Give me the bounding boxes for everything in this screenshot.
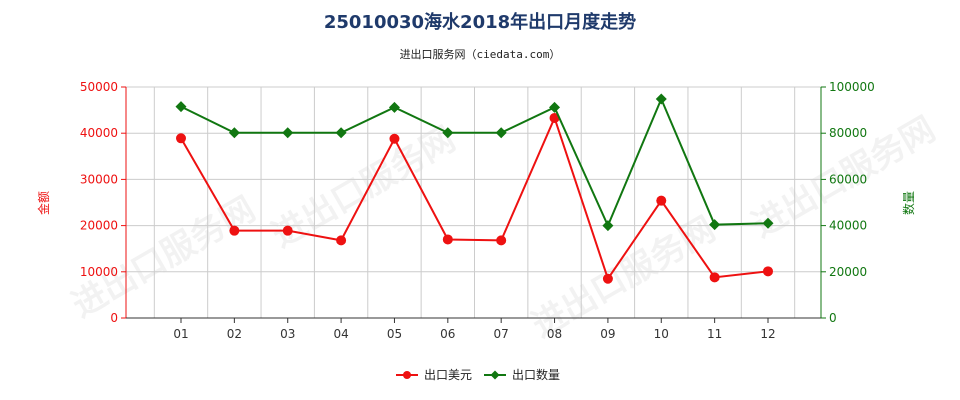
- x-tick-label: 01: [173, 327, 188, 341]
- data-point-amount: [282, 225, 293, 236]
- data-point-quantity: [709, 219, 721, 231]
- chart-subtitle: 进出口服务网（ciedata.com）: [399, 48, 561, 61]
- data-point-quantity: [442, 127, 454, 139]
- data-point-quantity: [282, 127, 294, 139]
- y-right-tick-label: 80000: [829, 126, 867, 140]
- data-point-quantity: [228, 127, 240, 139]
- y-left-tick-label: 30000: [80, 172, 118, 186]
- y-left-tick-label: 20000: [80, 219, 118, 233]
- series-line-amount: [180, 115, 769, 281]
- data-point-quantity: [655, 93, 667, 105]
- data-point-quantity: [602, 220, 614, 232]
- data-point-amount: [709, 272, 720, 283]
- x-tick-label: 06: [440, 327, 455, 341]
- x-tick-label: 03: [280, 327, 295, 341]
- data-point-quantity: [335, 127, 347, 139]
- legend-marker-diamond: [490, 370, 500, 380]
- data-point-quantity: [549, 101, 561, 113]
- chart-title: 25010030海水2018年出口月度走势: [323, 12, 637, 33]
- data-point-amount: [229, 225, 240, 236]
- legend-marker-circle: [403, 371, 411, 379]
- data-point-amount: [656, 195, 667, 206]
- x-tick-label: 02: [227, 327, 242, 341]
- y-left-tick-label: 50000: [80, 80, 118, 94]
- data-point-amount: [763, 266, 773, 277]
- x-tick-label: 10: [654, 327, 669, 341]
- data-point-amount: [496, 235, 507, 246]
- y-left-tick-label: 10000: [80, 265, 118, 279]
- y-right-tick-label: 0: [829, 311, 837, 325]
- data-point-amount: [549, 112, 560, 123]
- y-right-tick-label: 20000: [829, 265, 867, 279]
- y-right-axis-label: 数量: [901, 191, 916, 215]
- x-tick-label: 04: [333, 327, 348, 341]
- data-point-amount: [442, 234, 453, 245]
- data-point-amount: [336, 235, 347, 246]
- y-right-tick-label: 40000: [829, 219, 867, 233]
- y-left-axis-label: 金额: [36, 191, 51, 215]
- x-tick-label: 12: [760, 327, 775, 341]
- series-line-quantity: [180, 96, 769, 229]
- x-tick-label: 09: [600, 327, 615, 341]
- legend-label: 出口美元: [424, 368, 472, 382]
- data-point-amount: [176, 133, 186, 144]
- y-left-tick-label: 0: [110, 311, 118, 325]
- x-tick-label: 08: [547, 327, 562, 341]
- x-tick-label: 05: [387, 327, 402, 341]
- y-right-tick-label: 60000: [829, 172, 867, 186]
- data-point-quantity: [175, 101, 187, 113]
- data-point-quantity: [495, 127, 507, 139]
- x-tick-label: 11: [707, 327, 722, 341]
- y-left-tick-label: 40000: [80, 126, 118, 140]
- x-tick-label: 07: [494, 327, 509, 341]
- data-point-amount: [602, 273, 613, 284]
- y-right-tick-label: 100000: [829, 80, 875, 94]
- legend-label: 出口数量: [512, 367, 560, 382]
- data-point-amount: [389, 133, 400, 144]
- data-point-quantity: [388, 101, 400, 113]
- data-point-quantity: [762, 217, 774, 229]
